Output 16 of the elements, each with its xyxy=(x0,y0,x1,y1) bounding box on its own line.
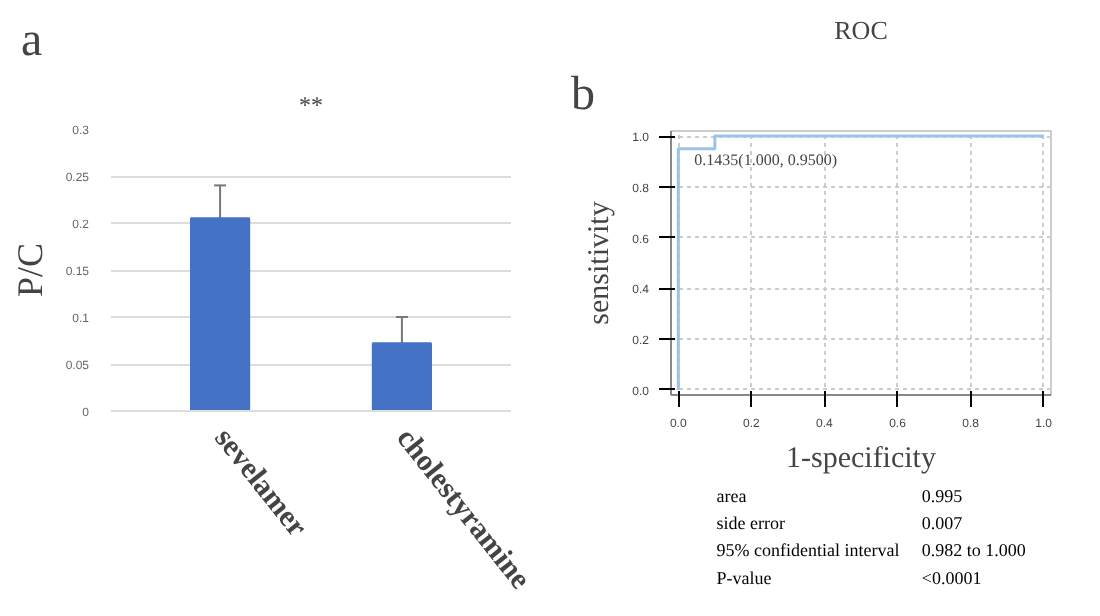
text: b xyxy=(571,69,595,121)
y-axis-title: P/C xyxy=(9,242,50,298)
text: P-value xyxy=(716,567,772,588)
text: 0.982 to 1.000 xyxy=(921,540,1027,561)
text: 0.007 xyxy=(921,513,964,534)
text: ** xyxy=(299,91,323,119)
text: 0.995 xyxy=(921,485,964,506)
text: 95% confidential interval xyxy=(716,540,901,561)
annotation: 0.1435(1.000, 0.9500) xyxy=(694,150,838,169)
x-axis-title: 1-specificity xyxy=(786,443,937,475)
chart-title: ROC xyxy=(834,15,888,45)
text: area xyxy=(716,485,747,506)
y-axis-title: sensitivity xyxy=(584,200,617,325)
text: <0.0001 xyxy=(921,567,982,588)
text: a xyxy=(21,15,43,67)
text: side error xyxy=(716,513,786,534)
